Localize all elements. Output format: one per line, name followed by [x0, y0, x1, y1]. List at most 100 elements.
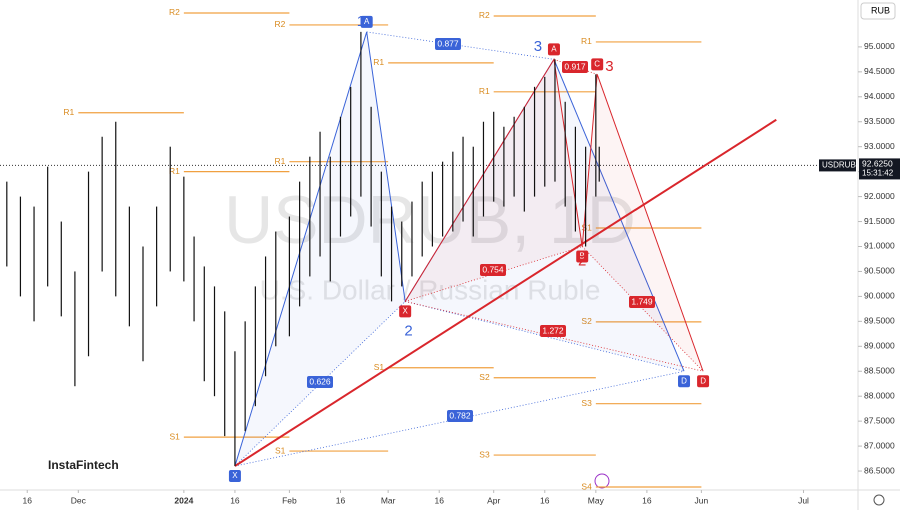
pattern-point-label: C: [594, 59, 600, 68]
y-tick-label: 89.5000: [864, 316, 895, 326]
pivot-label: S1: [581, 222, 592, 232]
watermark: USDRUB, 1D: [224, 182, 636, 258]
x-tick-label: 16: [540, 495, 550, 505]
x-tick-label: Jul: [798, 495, 809, 505]
y-tick-label: 90.0000: [864, 291, 895, 301]
y-tick-label: 94.5000: [864, 66, 895, 76]
ratio-box: [629, 296, 655, 308]
settings-icon[interactable]: [873, 494, 885, 506]
last-price-box: [819, 159, 856, 172]
trendline: [234, 118, 777, 467]
y-tick-label: 95.0000: [864, 41, 895, 51]
ratio-box: [307, 376, 333, 388]
y-tick-label: 89.0000: [864, 341, 895, 351]
price-box: [859, 158, 900, 180]
pivot-label: R1: [275, 156, 286, 166]
ratio-label: 0.754: [482, 264, 504, 274]
ratio-label: 0.877: [437, 38, 459, 48]
x-tick-label: 2024: [174, 495, 193, 505]
pivot-label: S1: [374, 362, 385, 372]
x-tick-label: 16: [23, 495, 33, 505]
y-tick-label: 88.5000: [864, 365, 895, 375]
y-tick-label: 90.5000: [864, 266, 895, 276]
x-tick-label: 16: [642, 495, 652, 505]
pivot-label: S4: [581, 481, 592, 491]
pattern-ratio-line: [234, 301, 406, 467]
x-tick-label: Feb: [282, 495, 297, 505]
pivot-label: R1: [581, 36, 592, 46]
pattern-ratio-line: [405, 246, 583, 302]
pattern-point-label: B: [580, 252, 585, 261]
ratio-label: 1.272: [542, 325, 564, 335]
x-tick-label: 16: [434, 495, 444, 505]
pattern-point-box: [591, 58, 604, 71]
pivot-label: S3: [479, 449, 490, 459]
pattern-fill: [582, 74, 704, 372]
y-tick-label: 91.0000: [864, 241, 895, 251]
ratio-box: [435, 38, 461, 50]
pattern-fill: [405, 59, 685, 372]
x-tick-label: Jun: [695, 495, 709, 505]
pattern-point-label: D: [700, 376, 706, 385]
y-tick-label: 93.0000: [864, 141, 895, 151]
pivot-label: S1: [169, 431, 180, 441]
x-tick-label: 16: [336, 495, 346, 505]
ratio-label: 0.782: [449, 410, 471, 420]
currency-box[interactable]: [860, 2, 896, 20]
pattern-point-label: A: [551, 44, 557, 53]
pattern-point-box: [576, 250, 589, 263]
pivot-label: R2: [169, 7, 180, 17]
pattern-point-box: [697, 375, 710, 388]
pattern-point-label: X: [232, 471, 238, 480]
y-tick-label: 87.5000: [864, 415, 895, 425]
y-tick-label: 86.5000: [864, 465, 895, 475]
wave-label: 3: [605, 58, 613, 75]
ratio-label: 0.917: [564, 61, 586, 71]
x-tick-label: Dec: [71, 495, 87, 505]
wave-label: 1: [357, 13, 365, 30]
ratio-box: [480, 264, 506, 276]
ratio-box: [447, 410, 473, 422]
pivot-label: S1: [275, 445, 286, 455]
y-tick-label: 93.5000: [864, 116, 895, 126]
x-tick-label: May: [588, 495, 605, 505]
pivot-label: S2: [581, 316, 592, 326]
currency[interactable]: RUB: [871, 5, 890, 15]
clock: 15:31:42: [862, 169, 894, 178]
pivot-label: R1: [373, 57, 384, 67]
pattern-ratio-line: [581, 246, 704, 372]
pattern-point-box: [360, 15, 373, 28]
ratio-label: 0.626: [309, 376, 331, 386]
y-tick-label: 87.0000: [864, 440, 895, 450]
wave-label: 3: [534, 38, 542, 55]
x-tick-label: Apr: [487, 495, 500, 505]
pattern-point-label: D: [681, 376, 687, 385]
pivot-label: R2: [479, 10, 490, 20]
pivot-label: R1: [63, 107, 74, 117]
pattern-point-label: X: [402, 306, 408, 315]
pattern-point-label: A: [364, 17, 370, 26]
pattern-point-box: [228, 470, 241, 483]
x-tick-label: Mar: [381, 495, 396, 505]
event-icon[interactable]: [594, 473, 610, 489]
pattern-point-box: [678, 375, 691, 388]
last-price-label: 92.6250: [862, 159, 893, 169]
pivot-label: R1: [479, 86, 490, 96]
wave-label: 2: [578, 252, 586, 269]
ratio-label: 1.749: [631, 296, 653, 306]
watermark-sub: U.S. Dollar / Russian Ruble: [260, 274, 601, 305]
y-tick-label: 94.0000: [864, 91, 895, 101]
brand: InstaFintech: [48, 458, 119, 472]
y-tick-label: 88.0000: [864, 390, 895, 400]
wave-label: 2: [404, 322, 412, 339]
ratio-box: [562, 61, 588, 73]
pattern-point-box: [399, 305, 412, 318]
y-tick-label: 91.5000: [864, 216, 895, 226]
pivot-label: R1: [169, 166, 180, 176]
pivot-label: S3: [581, 398, 592, 408]
pivot-label: S2: [479, 372, 490, 382]
pivot-label: R2: [275, 19, 286, 29]
ratio-box: [540, 325, 566, 337]
